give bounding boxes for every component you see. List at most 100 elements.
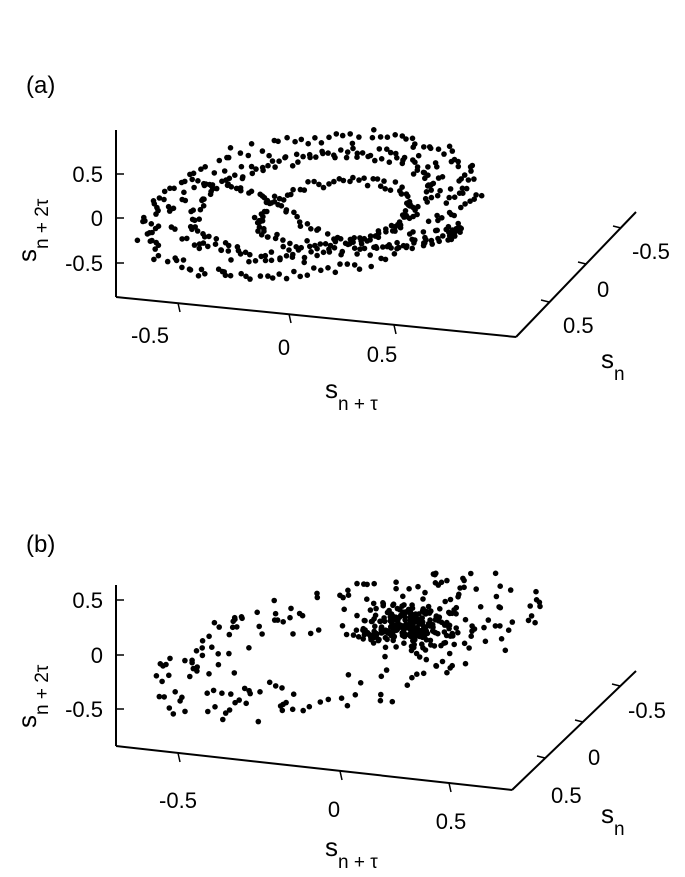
noise-point [209, 644, 215, 650]
panel-a: (a) 0.5 0 -0.5 -0.5 0 0.5 -0.5 0 0.5 sn … [12, 72, 670, 415]
attractor-point [191, 242, 198, 248]
attractor-point [326, 246, 332, 252]
attractor-point [212, 241, 219, 247]
panel-b: (b) 0.5 0 -0.5 -0.5 0 0.5 -0.5 0 0.5 sn … [12, 531, 666, 873]
noise-point [170, 711, 177, 717]
panel-b-x-tick-label: 0.5 [436, 809, 467, 834]
attractor-point [228, 184, 235, 190]
attractor-point [280, 243, 287, 250]
panel-b-label: (b) [26, 531, 55, 558]
noise-point [279, 707, 286, 714]
noise-point [407, 618, 413, 624]
attractor-point [410, 229, 416, 235]
noise-point [441, 622, 448, 628]
noise-point [355, 634, 362, 640]
attractor-point [140, 218, 146, 225]
attractor-point [404, 200, 410, 206]
attractor-point [134, 237, 141, 244]
panel-b-x-tick [339, 770, 343, 781]
noise-point [314, 594, 321, 601]
noise-point [420, 670, 427, 677]
noise-point [378, 673, 385, 680]
noise-point [279, 685, 285, 691]
panel-a-y-tick [577, 261, 587, 265]
noise-point [412, 611, 419, 617]
attractor-point [293, 151, 300, 158]
noise-point [443, 632, 450, 639]
attractor-point [264, 197, 271, 204]
noise-point [382, 644, 389, 651]
attractor-point [298, 136, 305, 143]
panel-a-x-axis [115, 296, 517, 338]
attractor-point [351, 262, 358, 268]
attractor-point [219, 178, 225, 185]
attractor-point [320, 249, 327, 256]
noise-point [537, 603, 543, 610]
attractor-point [436, 238, 443, 245]
attractor-point [189, 176, 195, 183]
attractor-point [246, 190, 252, 196]
noise-point [404, 682, 411, 688]
noise-point [407, 632, 413, 639]
noise-point [384, 629, 391, 636]
attractor-point [387, 149, 394, 156]
attractor-point [317, 241, 324, 247]
attractor-point [249, 170, 256, 177]
attractor-point [156, 195, 163, 201]
attractor-point [451, 156, 458, 163]
attractor-point [265, 162, 271, 169]
attractor-point [394, 155, 400, 161]
attractor-point [272, 235, 279, 242]
attractor-point [415, 203, 421, 210]
noise-point [219, 690, 225, 696]
attractor-point [384, 146, 390, 152]
noise-point [450, 633, 456, 639]
attractor-point [377, 134, 384, 140]
attractor-point [295, 159, 301, 165]
attractor-point [368, 263, 375, 270]
panel-a-z-axis-label: sn + 2τ [12, 198, 53, 262]
noise-point [361, 631, 368, 638]
attractor-point [344, 149, 351, 155]
attractor-point [344, 261, 351, 267]
attractor-point [290, 186, 296, 193]
attractor-point [280, 237, 286, 243]
noise-point [306, 703, 313, 710]
attractor-point [245, 152, 252, 159]
noise-point [345, 587, 351, 594]
panel-b-y-axis-label-base: s [601, 799, 614, 829]
panel-a-label: (a) [26, 72, 55, 99]
noise-point [390, 637, 397, 644]
attractor-point [428, 194, 435, 201]
attractor-point [265, 273, 271, 279]
noise-point [468, 633, 475, 639]
panel-b-x-tick-label: 0 [328, 797, 340, 822]
noise-point [438, 579, 445, 586]
attractor-point [446, 209, 453, 216]
attractor-point [357, 235, 363, 241]
noise-point [461, 584, 467, 591]
noise-point [471, 626, 478, 632]
noise-point [400, 623, 407, 629]
attractor-point [148, 221, 155, 227]
noise-point [204, 690, 210, 696]
attractor-point [421, 144, 427, 150]
attractor-point [246, 258, 252, 265]
attractor-point [297, 186, 304, 193]
panel-a-z-tick-label: -0.5 [65, 251, 103, 276]
attractor-point [314, 227, 320, 233]
attractor-point [370, 176, 377, 182]
noise-point [477, 604, 484, 610]
panel-a-y-axis-label-sub: n [614, 364, 625, 385]
noise-point [280, 619, 287, 625]
attractor-point [284, 134, 290, 141]
attractor-point [361, 175, 367, 181]
attractor-point [307, 243, 313, 250]
attractor-point [149, 237, 155, 244]
attractor-point [332, 154, 338, 161]
noise-point [280, 701, 286, 708]
attractor-point [455, 220, 462, 227]
noise-point [153, 673, 160, 679]
noise-point [493, 593, 500, 600]
attractor-point [196, 245, 203, 252]
